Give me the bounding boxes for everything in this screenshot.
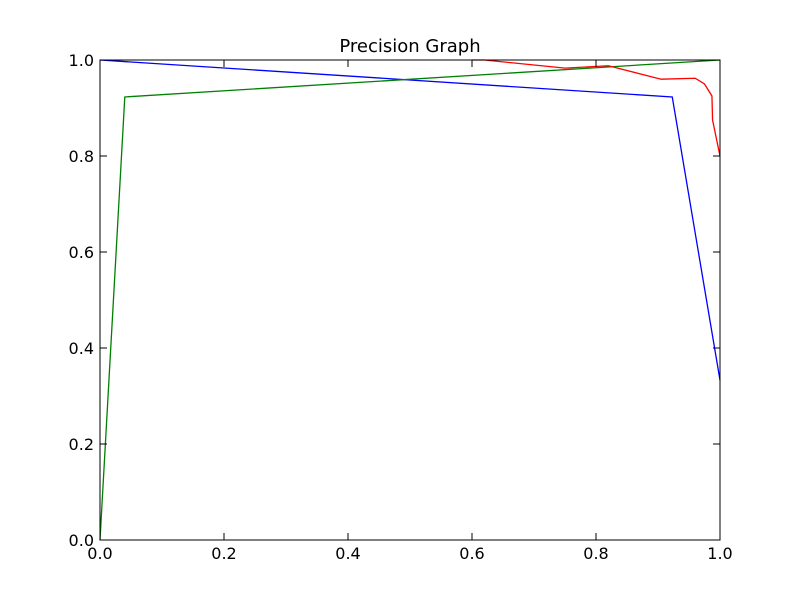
series-line-3 bbox=[472, 59, 721, 157]
series-line-2 bbox=[99, 59, 721, 541]
x-tick-label: 0.8 bbox=[583, 544, 608, 563]
y-tick-label: 0.4 bbox=[69, 339, 94, 358]
axes-layer: 0.0 0.2 0.4 0.6 0.8 1.0 0.0 0.2 0.4 0.6 0.8 1.0 bbox=[69, 51, 733, 563]
y-tick-label: 0.2 bbox=[69, 435, 94, 454]
chart-title: Precision Graph bbox=[339, 36, 480, 57]
plot-frame bbox=[99, 59, 721, 541]
x-tick-label: 1.0 bbox=[707, 544, 732, 563]
y-tick-label: 0.8 bbox=[69, 147, 94, 166]
y-tick-label: 0.0 bbox=[69, 531, 94, 550]
series-line-1 bbox=[99, 59, 721, 381]
y-tick-label: 1.0 bbox=[69, 51, 94, 70]
x-tick-label: 0.2 bbox=[211, 544, 236, 563]
x-tick-label: 0.4 bbox=[335, 544, 360, 563]
series-layer bbox=[99, 59, 721, 541]
y-tick-label: 0.6 bbox=[69, 243, 94, 262]
x-tick-label: 0.6 bbox=[459, 544, 484, 563]
x-tick-label: 0.0 bbox=[87, 544, 112, 563]
